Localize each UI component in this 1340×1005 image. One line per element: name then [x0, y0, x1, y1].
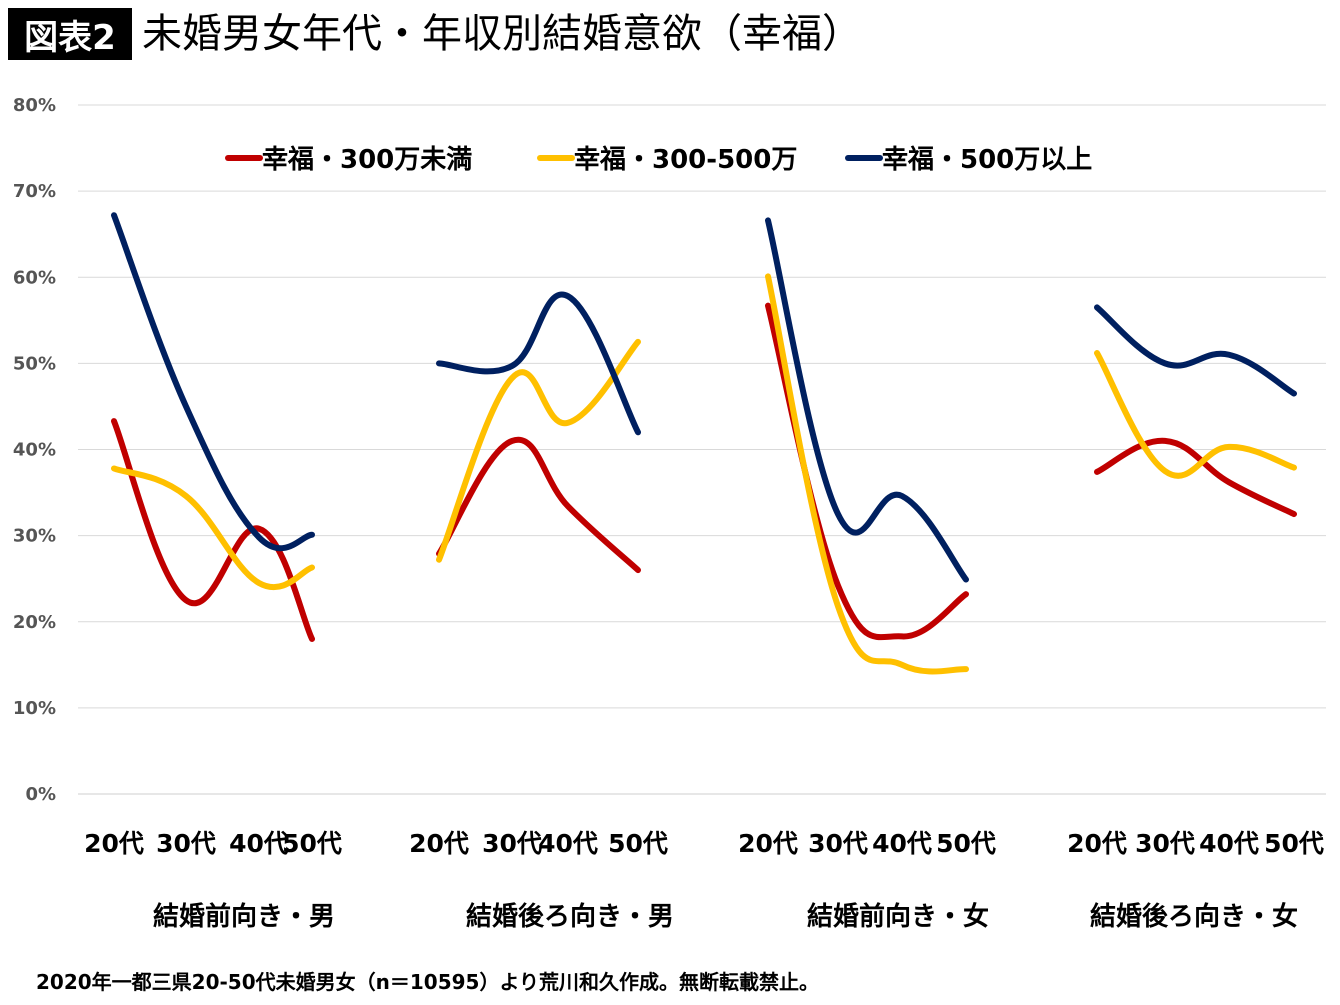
group-label: 結婚後ろ向き・男 — [466, 901, 674, 932]
source-note: 2020年一都三県20-50代未婚男女（n＝10595）より荒川和久作成。無断転… — [36, 970, 820, 994]
series-line — [436, 338, 641, 563]
figure-number-badge: 図表2 — [8, 8, 132, 60]
series-line — [111, 212, 315, 552]
x-tick-label: 40代 — [229, 829, 289, 858]
chart-title: 未婚男女年代・年収別結婚意欲（幸福） — [142, 11, 862, 57]
series-line — [111, 465, 315, 591]
series-line — [765, 273, 969, 675]
legend-label: 幸福・300-500万 — [574, 145, 797, 175]
group-label: 結婚後ろ向き・女 — [1090, 901, 1298, 932]
group-label: 結婚前向き・女 — [807, 901, 989, 932]
x-tick-label: 20代 — [738, 829, 798, 858]
x-tick-label: 20代 — [409, 829, 469, 858]
series-line — [111, 418, 315, 642]
x-tick-label: 40代 — [1199, 829, 1259, 858]
y-tick-label: 60% — [13, 267, 56, 288]
x-tick-label: 40代 — [872, 829, 932, 858]
y-tick-label: 50% — [13, 353, 56, 374]
y-tick-label: 0% — [25, 784, 56, 805]
x-tick-label: 20代 — [84, 829, 144, 858]
y-tick-label: 70% — [13, 181, 56, 202]
series-line — [1094, 350, 1297, 479]
group-label: 結婚前向き・男 — [153, 901, 335, 932]
series-line — [1094, 304, 1297, 397]
legend-label: 幸福・300万未満 — [262, 145, 472, 175]
y-tick-label: 80% — [13, 95, 56, 116]
series-line — [436, 436, 641, 574]
y-tick-label: 10% — [13, 698, 56, 719]
x-tick-label: 30代 — [156, 829, 216, 858]
x-tick-label: 50代 — [1264, 829, 1324, 858]
x-tick-label: 40代 — [538, 829, 598, 858]
x-tick-label: 20代 — [1067, 829, 1127, 858]
x-tick-label: 30代 — [482, 829, 542, 858]
series-line — [1094, 437, 1297, 518]
y-tick-label: 20% — [13, 612, 56, 633]
x-tick-label: 30代 — [1135, 829, 1195, 858]
legend-label: 幸福・500万以上 — [882, 145, 1092, 175]
series-line — [765, 217, 969, 583]
x-tick-label: 50代 — [282, 829, 342, 858]
x-tick-label: 50代 — [608, 829, 668, 858]
series-line — [436, 291, 641, 436]
x-tick-label: 50代 — [936, 829, 996, 858]
y-tick-label: 40% — [13, 440, 56, 461]
y-tick-label: 30% — [13, 526, 56, 547]
x-tick-label: 30代 — [808, 829, 868, 858]
